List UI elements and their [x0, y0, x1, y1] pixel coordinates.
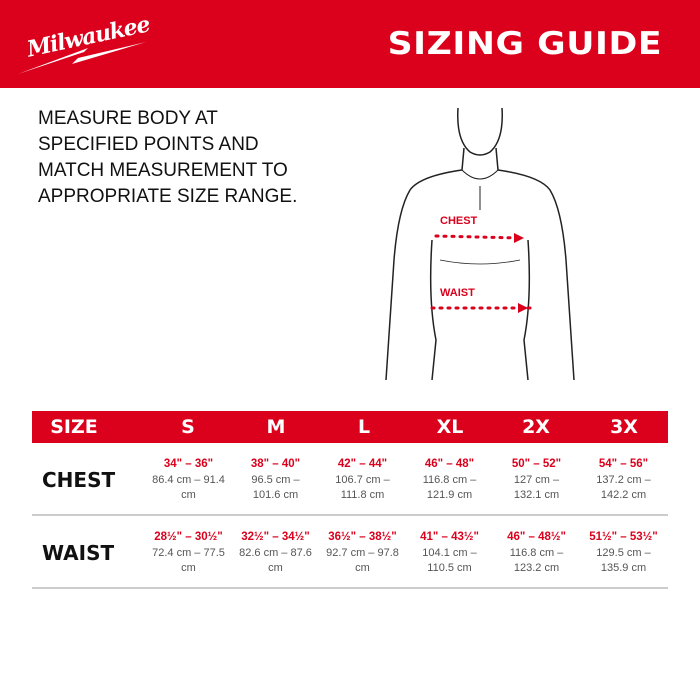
cm-range: 72.4 cm – 77.5 cm: [152, 547, 225, 574]
cm-range: 82.6 cm – 87.6 cm: [239, 547, 312, 574]
cm-range: 106.7 cm – 111.8 cm: [335, 474, 390, 501]
lightning-bolt-icon: [18, 42, 146, 74]
table-cell: 32½" – 34½" 82.6 cm – 87.6 cm: [228, 531, 323, 576]
size-s: S: [181, 416, 195, 438]
inch-range: 34" – 36": [163, 458, 214, 470]
divider: [32, 587, 668, 589]
size-2x: 2X: [522, 416, 550, 438]
table-cell: 54" – 56" 137.2 cm – 142.2 cm: [576, 458, 671, 503]
chest-label: CHEST: [440, 215, 478, 227]
milwaukee-logo: Milwaukee: [14, 11, 154, 76]
cm-range: 96.5 cm – 101.6 cm: [251, 474, 300, 501]
page-title: SIZING GUIDE: [387, 26, 662, 62]
table-cell: 42" – 44" 106.7 cm – 111.8 cm: [315, 458, 410, 503]
cm-range: 129.5 cm – 135.9 cm: [596, 547, 651, 574]
table-cell: 28½" – 30½" 72.4 cm – 77.5 cm: [141, 531, 236, 576]
inch-range: 32½" – 34½": [241, 531, 310, 543]
header-banner: Milwaukee SIZING GUIDE: [0, 0, 700, 88]
table-cell: 50" – 52" 127 cm – 132.1 cm: [489, 458, 584, 503]
inch-range: 46" – 48½": [507, 531, 566, 543]
cm-range: 92.7 cm – 97.8 cm: [326, 547, 399, 574]
cm-range: 104.1 cm – 110.5 cm: [422, 547, 477, 574]
size-3x: 3X: [610, 416, 638, 438]
row-label-waist: WAIST: [42, 541, 115, 565]
inch-range: 46" – 48": [424, 458, 475, 470]
cm-range: 137.2 cm – 142.2 cm: [596, 474, 651, 501]
table-cell: 34" – 36" 86.4 cm – 91.4 cm: [141, 458, 236, 503]
divider: [32, 514, 668, 516]
table-header: SIZE S M L XL 2X 3X: [32, 411, 668, 443]
chest-measure-line: [434, 234, 522, 240]
inch-range: 42" – 44": [337, 458, 388, 470]
inch-range: 36½" – 38½": [328, 531, 397, 543]
table-cell: 41" – 43½" 104.1 cm – 110.5 cm: [402, 531, 497, 576]
waist-arrow-icon: [518, 303, 528, 313]
row-label-chest: CHEST: [42, 468, 116, 492]
cm-range: 86.4 cm – 91.4 cm: [152, 474, 225, 501]
table-cell: 38" – 40" 96.5 cm – 101.6 cm: [228, 458, 323, 503]
size-m: M: [266, 416, 286, 438]
table-cell: 51½" – 53½" 129.5 cm – 135.9 cm: [576, 531, 671, 576]
inch-range: 41" – 43½": [420, 531, 479, 543]
size-l: L: [357, 416, 371, 438]
cm-range: 116.8 cm – 123.2 cm: [509, 547, 564, 574]
table-cell: 46" – 48½" 116.8 cm – 123.2 cm: [489, 531, 584, 576]
inch-range: 28½" – 30½": [154, 531, 223, 543]
size-header: SIZE: [50, 416, 98, 438]
inch-range: 50" – 52": [511, 458, 562, 470]
waist-label: WAIST: [440, 287, 475, 299]
table-cell: 36½" – 38½" 92.7 cm – 97.8 cm: [315, 531, 410, 576]
inch-range: 51½" – 53½": [589, 531, 658, 543]
size-xl: XL: [436, 416, 464, 438]
chest-arrow-icon: [514, 233, 524, 243]
inch-range: 38" – 40": [250, 458, 301, 470]
body-diagram: CHEST WAIST: [385, 107, 575, 381]
cm-range: 116.8 cm – 121.9 cm: [422, 474, 477, 501]
table-cell: 46" – 48" 116.8 cm – 121.9 cm: [402, 458, 497, 503]
cm-range: 127 cm – 132.1 cm: [513, 474, 560, 501]
inch-range: 54" – 56": [598, 458, 649, 470]
instructions: MEASURE BODY AT SPECIFIED POINTS AND MAT…: [38, 108, 298, 207]
